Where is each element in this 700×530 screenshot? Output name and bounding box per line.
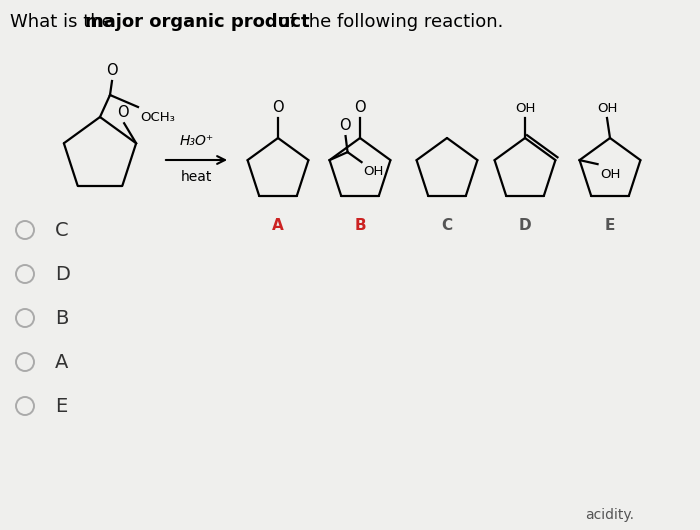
Text: major organic product: major organic product — [85, 13, 309, 31]
Text: O: O — [339, 118, 351, 133]
Text: C: C — [55, 220, 69, 240]
Text: H₃O⁺: H₃O⁺ — [179, 134, 214, 148]
Text: OH: OH — [363, 165, 384, 178]
Text: D: D — [519, 218, 531, 233]
Text: B: B — [354, 218, 366, 233]
Text: OH: OH — [601, 168, 621, 181]
Text: A: A — [272, 218, 284, 233]
Text: O: O — [354, 100, 366, 115]
Text: OH: OH — [597, 102, 617, 115]
Text: A: A — [55, 352, 69, 372]
Text: OH: OH — [514, 102, 536, 115]
Text: OCH₃: OCH₃ — [140, 111, 175, 124]
Text: O: O — [118, 105, 129, 120]
Text: D: D — [55, 264, 70, 284]
Text: B: B — [55, 308, 69, 328]
Text: O: O — [106, 63, 118, 78]
Text: acidity.: acidity. — [585, 508, 634, 522]
Text: E: E — [605, 218, 615, 233]
Text: What is the: What is the — [10, 13, 118, 31]
Text: heat: heat — [181, 170, 212, 184]
Text: E: E — [55, 396, 67, 416]
Text: of the following reaction.: of the following reaction. — [273, 13, 503, 31]
Text: O: O — [272, 100, 284, 115]
Text: C: C — [442, 218, 453, 233]
